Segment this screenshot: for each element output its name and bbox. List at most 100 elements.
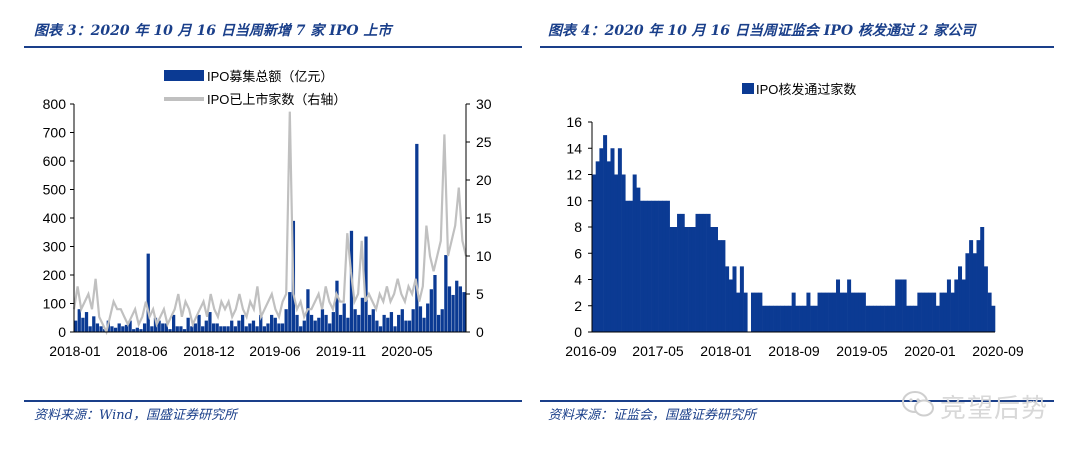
- bar: [950, 292, 955, 332]
- x-tick-label: 2018-06: [116, 343, 168, 359]
- x-tick-label: 2019-05: [836, 343, 888, 359]
- bar: [714, 227, 719, 332]
- y-tick-label-right: 30: [476, 96, 492, 112]
- bar: [762, 305, 767, 332]
- bar: [320, 309, 325, 332]
- legend-swatch: [742, 83, 754, 94]
- bar: [673, 227, 678, 332]
- legend-label: IPO核发通过家数: [756, 82, 856, 97]
- source-note-4: 资料来源：证监会，国盛证券研究所: [548, 408, 757, 423]
- y-tick-label: 300: [43, 239, 67, 255]
- bar: [462, 292, 466, 332]
- bar: [113, 327, 118, 332]
- bar: [248, 323, 252, 332]
- bar: [146, 253, 150, 332]
- bar: [317, 317, 321, 332]
- bar: [943, 292, 948, 332]
- bar: [74, 320, 78, 332]
- bar: [946, 279, 951, 332]
- bar: [371, 309, 375, 332]
- bar: [193, 323, 198, 332]
- bar: [204, 320, 208, 332]
- bar: [991, 305, 996, 332]
- bar: [273, 317, 277, 332]
- bar: [647, 200, 652, 332]
- bar: [688, 227, 693, 332]
- bar: [599, 148, 604, 332]
- panel-ipo-approvals: 图表 4：2020 年 10 月 16 日当周证监会 IPO 核发通过 2 家公…: [540, 0, 1080, 449]
- x-tick-label: 2018-09: [768, 343, 820, 359]
- bar: [262, 326, 267, 332]
- legend-label-line: IPO已上市家数（右轴）: [207, 92, 346, 107]
- bar: [411, 309, 415, 332]
- bar: [758, 292, 763, 332]
- y-tick-label: 10: [566, 193, 582, 209]
- bar: [983, 266, 988, 332]
- bar: [684, 227, 689, 332]
- bar: [407, 320, 412, 332]
- x-tick-label: 2017-05: [632, 343, 684, 359]
- bar: [887, 305, 892, 332]
- bar: [824, 292, 829, 332]
- y-tick-label-right: 0: [476, 324, 484, 340]
- legend-swatch-bar: [164, 70, 204, 81]
- y-tick-label: 700: [43, 125, 67, 141]
- bar: [342, 303, 346, 332]
- bar: [128, 320, 132, 332]
- x-tick-label: 2018-01: [700, 343, 752, 359]
- bar: [921, 292, 926, 332]
- bar: [99, 326, 103, 332]
- bar: [739, 266, 744, 332]
- bar: [902, 279, 907, 332]
- source-rule: [540, 400, 1054, 402]
- bar: [972, 253, 977, 332]
- bar: [240, 314, 245, 332]
- bar: [444, 255, 448, 332]
- bar: [736, 292, 741, 332]
- bar: [891, 305, 896, 332]
- bar: [799, 305, 804, 332]
- figure-title-3: 图表 3：2020 年 10 月 16 日当周新增 7 家 IPO 上市: [34, 23, 392, 39]
- bar: [309, 314, 314, 332]
- bar: [219, 326, 223, 332]
- bar: [665, 200, 670, 332]
- bar: [828, 292, 833, 332]
- bar: [353, 309, 357, 332]
- bar: [976, 240, 981, 332]
- bar: [965, 253, 970, 332]
- bar: [658, 200, 663, 332]
- bar: [259, 314, 263, 332]
- bar: [725, 266, 730, 332]
- bar: [721, 240, 726, 332]
- bar: [980, 227, 985, 332]
- chart-ipo-approvals: 0 2 4 6 8 10 12 14 16 2016-09 2017-05 2018-01 2018-0…: [565, 82, 1024, 359]
- bar: [95, 323, 100, 332]
- bar: [836, 279, 841, 332]
- bar: [451, 294, 455, 332]
- bar: [858, 292, 863, 332]
- bar: [288, 292, 292, 332]
- bar: [201, 326, 205, 332]
- bar: [909, 305, 914, 332]
- bar: [854, 292, 859, 332]
- bar: [404, 320, 408, 332]
- bar: [397, 314, 401, 332]
- bar: [331, 312, 335, 332]
- y-tick-label: 200: [43, 267, 67, 283]
- bar: [230, 320, 234, 332]
- bar: [954, 279, 959, 332]
- x-tick-label: 2019-11: [316, 343, 367, 359]
- bar: [400, 309, 404, 332]
- x-tick-label: 2016-09: [565, 343, 617, 359]
- bar: [717, 240, 722, 332]
- title-rule: [540, 46, 1054, 48]
- bar: [251, 320, 256, 332]
- bar: [168, 329, 172, 332]
- bar: [806, 292, 811, 332]
- bar: [433, 275, 437, 332]
- bar: [172, 314, 176, 332]
- bar: [813, 305, 818, 332]
- bar: [153, 317, 158, 332]
- bar: [843, 292, 848, 332]
- bar: [92, 316, 96, 332]
